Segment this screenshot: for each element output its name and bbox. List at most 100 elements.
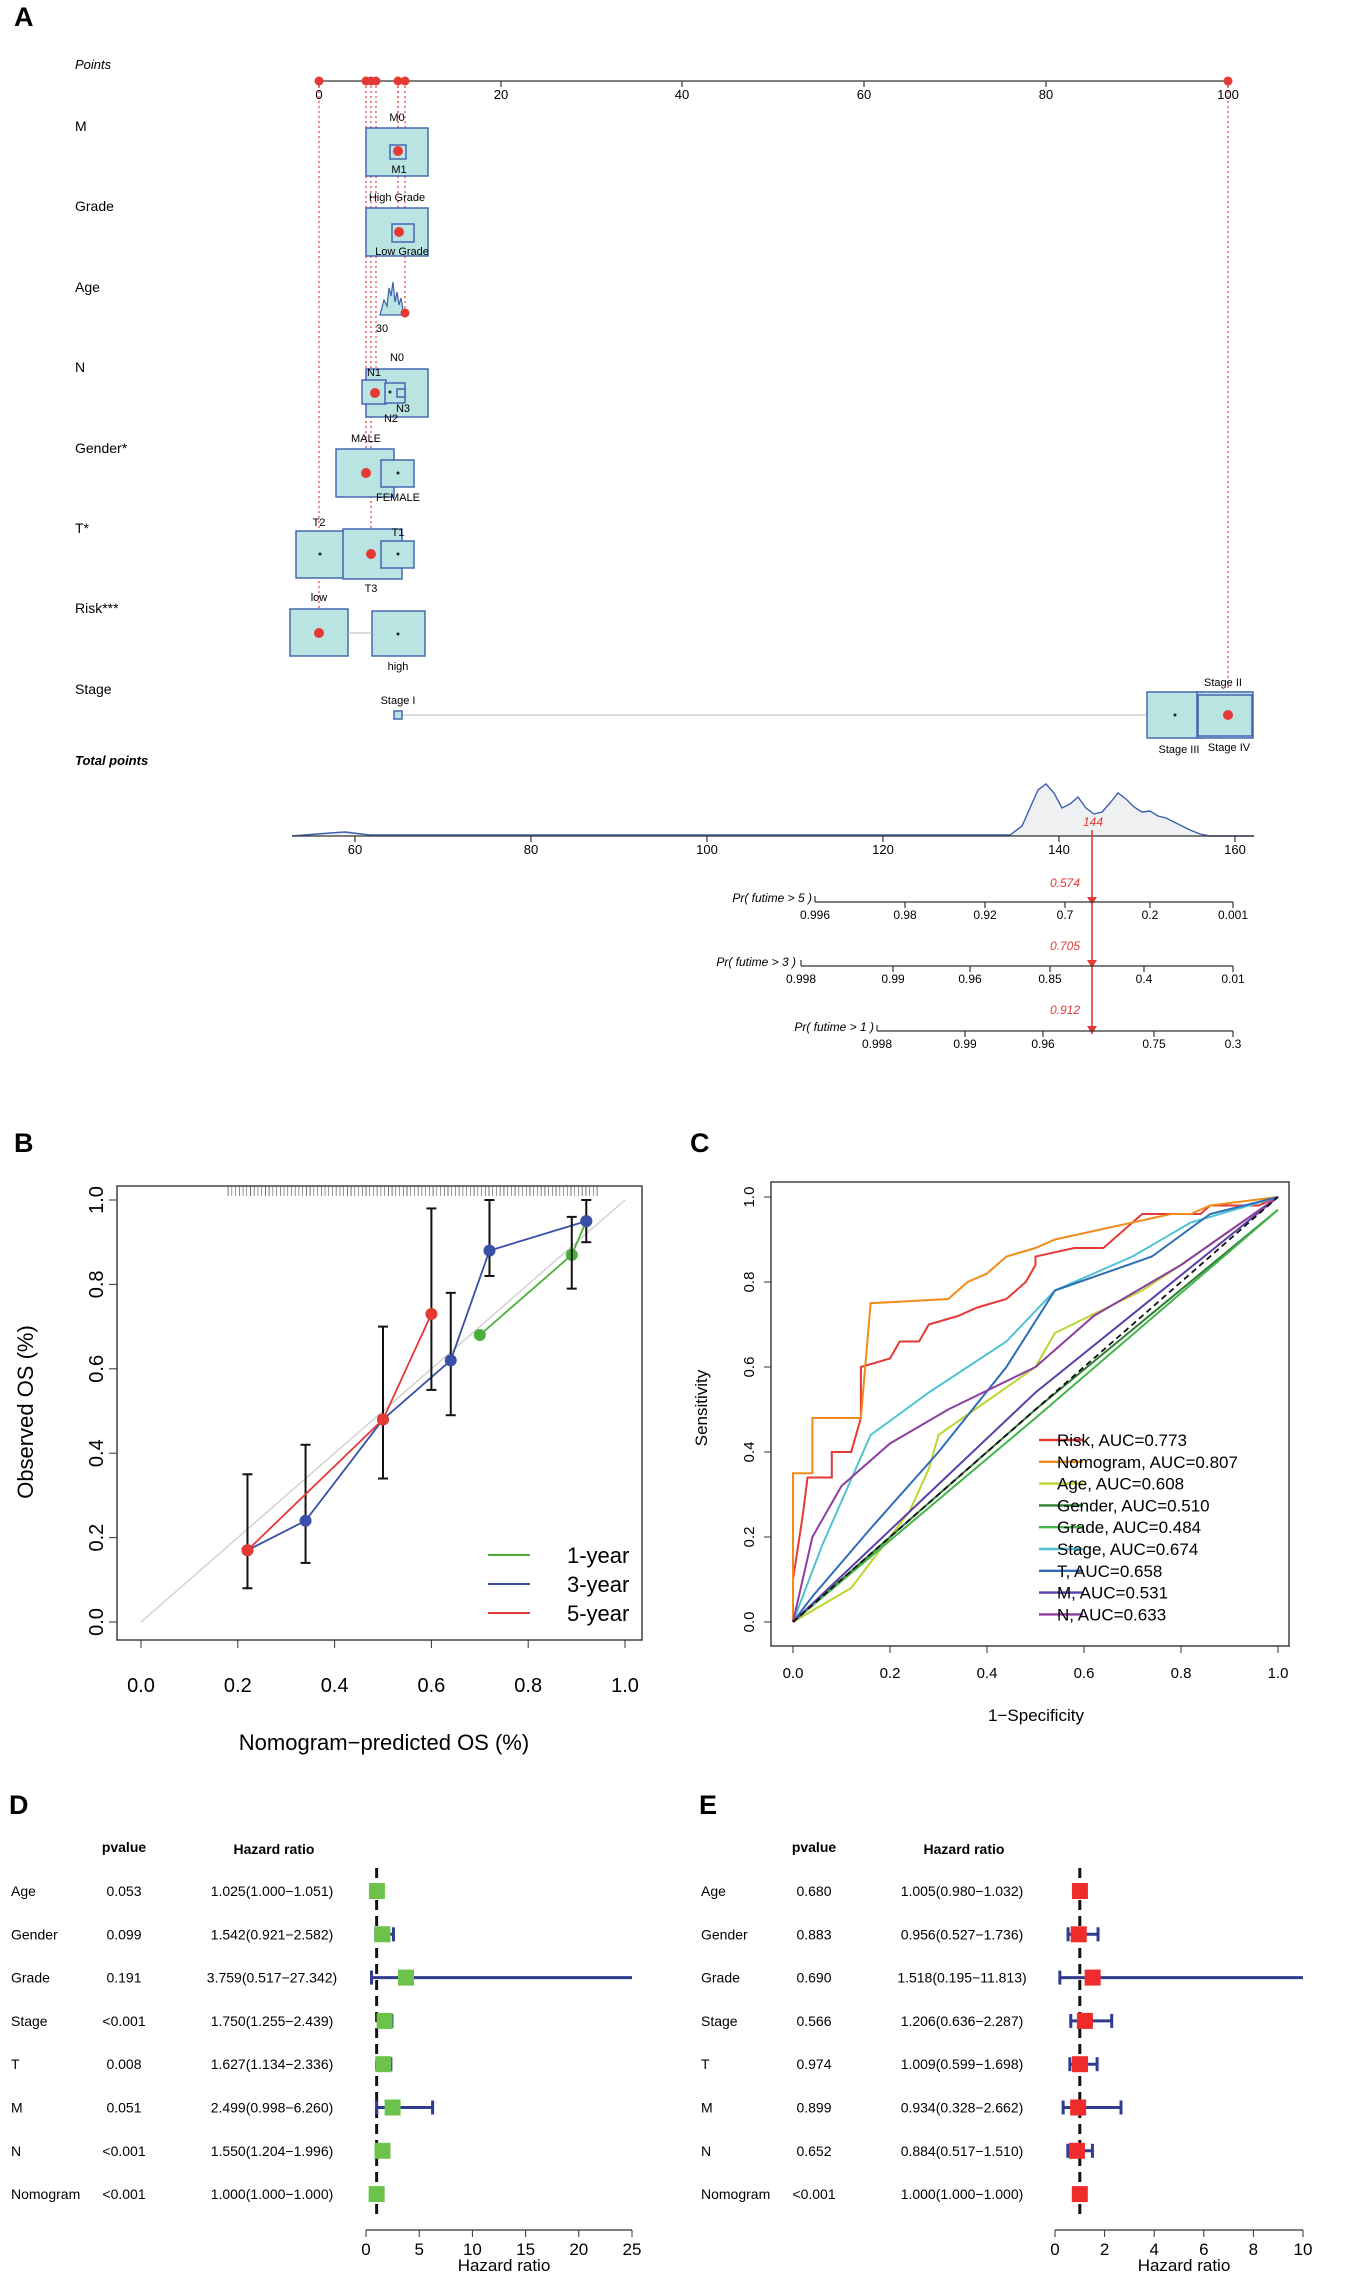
roc-x-tick-label: 1.0 <box>1268 1665 1289 1682</box>
prob-tick: 0.998 <box>862 1037 892 1051</box>
level-male: MALE <box>351 433 381 445</box>
roc-legend-label: Age, AUC=0.608 <box>1057 1475 1184 1494</box>
panel-label-a: A <box>14 2 34 32</box>
forest-hr-marker <box>374 2142 391 2159</box>
forest-row-pvalue: <0.001 <box>792 2186 835 2202</box>
forest-row-pvalue: 0.008 <box>106 2056 141 2072</box>
roc-legend-label: Grade, AUC=0.484 <box>1057 1518 1201 1537</box>
forest-hr-marker <box>368 1883 385 1899</box>
row-m-boxes: M0 M1 <box>365 112 429 177</box>
panel-a-nomogram: A Points 0 20 40 60 80 100 M Grade <box>14 2 1254 1051</box>
panel-label-b: B <box>14 1128 34 1158</box>
prob-value-1: 0.912 <box>1050 1003 1080 1017</box>
forest-x-tick-label: 0 <box>1050 2240 1059 2259</box>
total-points-value: 144 <box>1083 815 1103 829</box>
prob-tick: 0.001 <box>1218 908 1248 922</box>
calibration-point-1-year <box>473 1329 486 1342</box>
level-m0: M0 <box>389 112 404 124</box>
row-label-age: Age <box>75 279 100 295</box>
forest-row-name: M <box>11 2100 23 2116</box>
forest-hr-marker <box>397 1969 414 1986</box>
panel-c-roc: C 0.0 0.2 0.4 0.6 0.8 1.0 0.0 0.2 0.4 0.6 0.8 1.0 1… <box>690 1128 1290 1725</box>
calibration-point-5-year <box>241 1544 254 1557</box>
forest-d-header-pvalue: pvalue <box>102 1839 147 1855</box>
points-label: Points <box>75 57 112 72</box>
forest-row-hr-text: 0.956(0.527−1.736) <box>901 1926 1024 1942</box>
prob-tick: 0.4 <box>1136 972 1153 986</box>
roc-legend-label: T, AUC=0.658 <box>1057 1562 1162 1581</box>
row-n-boxes: N0 N1 N3 N2 <box>361 352 429 425</box>
forest-d-rows: Age 0.053 1.025(1.000−1.051) Gender 0.099 1.5… <box>11 1868 641 2259</box>
forest-row-hr-text: 1.005(0.980−1.032) <box>901 1883 1024 1899</box>
calibration-point-3-year <box>483 1244 496 1257</box>
roc-y-tick-label: 0.2 <box>741 1527 758 1548</box>
forest-row-hr-text: 1.550(1.204−1.996) <box>211 2143 334 2159</box>
level-m1: M1 <box>391 164 406 176</box>
roc-y-tick-label: 0.4 <box>741 1442 758 1463</box>
panel-label-c: C <box>690 1128 710 1158</box>
level-stage-iii: Stage III <box>1159 744 1200 756</box>
forest-hr-marker <box>1072 2056 1089 2073</box>
forest-x-tick-label: 0 <box>361 2240 370 2259</box>
forest-e-header-pvalue: pvalue <box>792 1839 837 1855</box>
points-tick: 80 <box>1039 87 1053 102</box>
total-tick: 140 <box>1048 842 1070 857</box>
level-low-grade: Low Grade <box>375 246 429 258</box>
forest-row-name: Grade <box>701 1970 740 1986</box>
prob-label-5: Pr( futime > 5 ) <box>732 891 812 905</box>
level-high-grade: High Grade <box>369 192 425 204</box>
calibration-point-3-year <box>444 1354 457 1367</box>
row-age-density: 30 <box>376 281 410 335</box>
row-label-t: T* <box>75 520 90 536</box>
points-tick: 0 <box>315 87 322 102</box>
forest-row-hr-text: 2.499(0.998−6.260) <box>211 2100 334 2116</box>
forest-hr-marker <box>1070 2099 1087 2116</box>
calibration-rug <box>227 1186 598 1196</box>
forest-x-tick-label: 8 <box>1249 2240 1258 2259</box>
forest-hr-marker <box>1071 1883 1088 1899</box>
forest-row-pvalue: 0.690 <box>796 1970 831 1986</box>
forest-row-pvalue: 0.899 <box>796 2100 831 2116</box>
row-label-gender: Gender* <box>75 440 128 456</box>
panel-label-d: D <box>9 1790 29 1820</box>
calibration-line-5-year <box>246 1313 433 1551</box>
points-tick: 40 <box>675 87 689 102</box>
row-t-boxes: T2 T1 T3 <box>295 517 415 595</box>
forest-row-pvalue: 0.680 <box>796 1883 831 1899</box>
calibration-legend: 1-year 3-year 5-year <box>488 1543 629 1626</box>
roc-axes: 0.0 0.2 0.4 0.6 0.8 1.0 0.0 0.2 0.4 0.6 0.8 1.0 <box>741 1187 1288 1682</box>
forest-e-header-hr: Hazard ratio <box>924 1841 1005 1857</box>
roc-legend-label: Risk, AUC=0.773 <box>1057 1431 1187 1450</box>
points-tick: 100 <box>1217 87 1239 102</box>
calibration-point-3-year <box>580 1215 593 1228</box>
row-label-n: N <box>75 359 85 375</box>
calibration-x-label: Nomogram−predicted OS (%) <box>239 1730 529 1755</box>
total-tick: 100 <box>696 842 718 857</box>
calibration-x-tick-label: 0.0 <box>127 1675 155 1697</box>
calibration-y-tick-label: 0.8 <box>86 1270 108 1298</box>
forest-row-pvalue: <0.001 <box>102 2186 145 2202</box>
calibration-y-tick-label: 0.0 <box>86 1608 108 1636</box>
roc-legend-label: M, AUC=0.531 <box>1057 1584 1168 1603</box>
forest-hr-marker <box>384 2099 401 2116</box>
calibration-line-3-year <box>247 1220 587 1552</box>
roc-legend-label: Nomogram, AUC=0.807 <box>1057 1453 1238 1472</box>
forest-row-pvalue: 0.191 <box>106 1970 141 1986</box>
calibration-point-3-year <box>299 1514 312 1527</box>
prob-tick: 0.2 <box>1142 908 1159 922</box>
forest-row-hr-text: 1.000(1.000−1.000) <box>211 2186 334 2202</box>
forest-row-name: Grade <box>11 1970 50 1986</box>
forest-row-pvalue: 0.053 <box>106 1883 141 1899</box>
roc-legend-label: Gender, AUC=0.510 <box>1057 1496 1210 1515</box>
calibration-marks <box>241 1199 593 1590</box>
prob-tick: 0.996 <box>800 908 830 922</box>
level-n1: N1 <box>367 367 381 379</box>
legend-label-5yr: 5-year <box>567 1601 629 1626</box>
level-n2: N2 <box>384 413 398 425</box>
forest-e-x-label: Hazard ratio <box>1138 2256 1231 2274</box>
forest-row-name: T <box>701 2056 710 2072</box>
roc-x-tick-label: 0.2 <box>880 1665 901 1682</box>
forest-row-hr-text: 1.750(1.255−2.439) <box>211 2013 334 2029</box>
prob-value-5: 0.574 <box>1050 876 1080 890</box>
forest-x-tick-label: 25 <box>623 2240 642 2259</box>
